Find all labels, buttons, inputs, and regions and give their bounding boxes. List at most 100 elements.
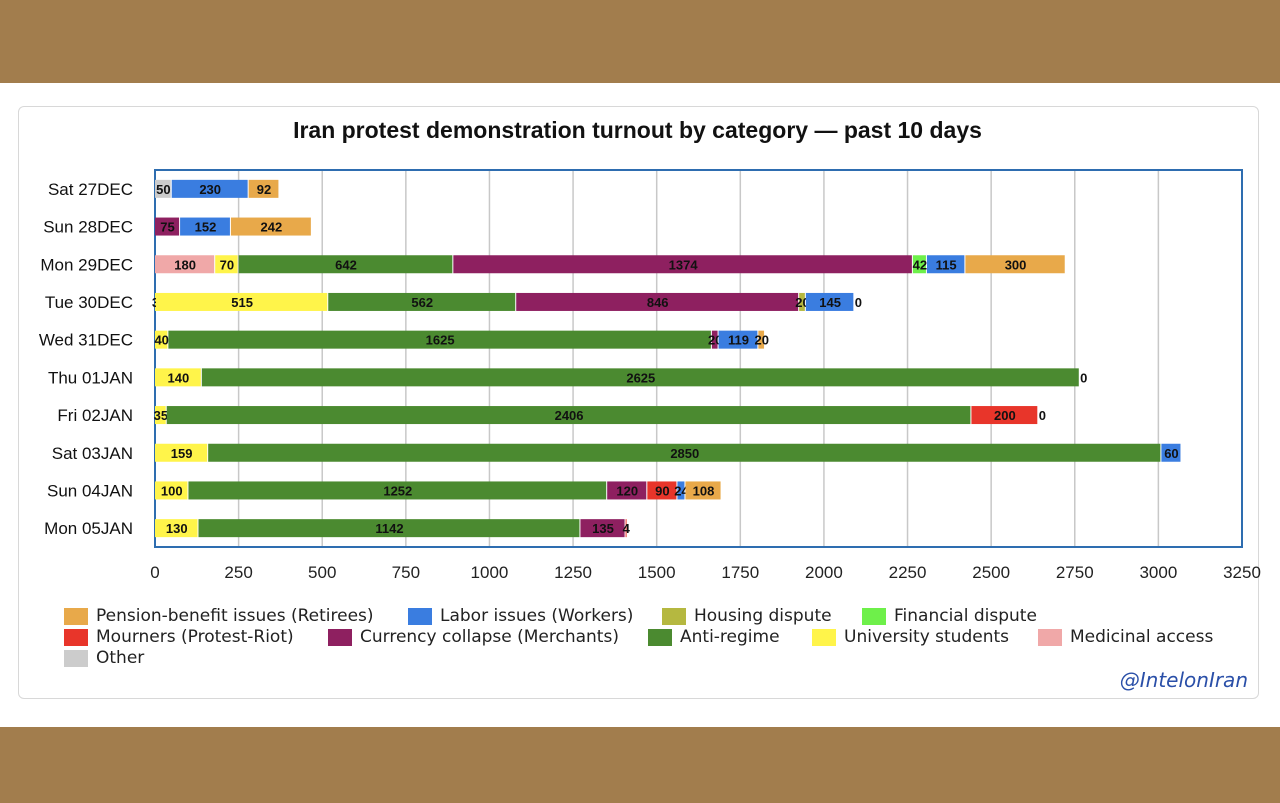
legend-label: Labor issues (Workers) xyxy=(440,606,634,626)
y-tick-label: Mon 05JAN xyxy=(44,519,133,538)
legend-label: University students xyxy=(844,627,1010,647)
data-label: 562 xyxy=(411,295,433,310)
x-tick-label: 250 xyxy=(224,563,252,582)
x-tick-label: 1250 xyxy=(554,563,592,582)
bar-segment xyxy=(328,292,516,311)
bar-segment xyxy=(208,443,1161,462)
x-tick-label: 1750 xyxy=(721,563,759,582)
data-label: 20 xyxy=(754,333,768,348)
bar-segment xyxy=(453,255,912,274)
legend-item: Financial dispute xyxy=(862,606,1037,626)
data-label: 108 xyxy=(693,483,715,498)
bar-segment xyxy=(718,330,758,349)
top-band xyxy=(0,0,1280,83)
data-label: 42 xyxy=(913,257,927,272)
data-label: 4 xyxy=(623,521,631,536)
data-label: 515 xyxy=(231,295,253,310)
data-label: 642 xyxy=(335,257,357,272)
legend-label: Medicinal access xyxy=(1070,627,1214,647)
x-tick-label: 3250 xyxy=(1223,563,1261,582)
bar-segment xyxy=(1161,443,1181,462)
y-tick-label: Tue 30DEC xyxy=(45,293,133,312)
bar-segment xyxy=(188,481,607,500)
legend-label: Mourners (Protest-Riot) xyxy=(96,627,294,647)
data-label: 180 xyxy=(174,257,196,272)
legend-swatch xyxy=(328,628,352,646)
bar-segment xyxy=(180,217,230,236)
data-label: 300 xyxy=(1005,257,1027,272)
data-label: 0 xyxy=(1039,408,1046,423)
data-label: 0 xyxy=(1080,370,1087,385)
x-tick-label: 2750 xyxy=(1056,563,1094,582)
data-label: 75 xyxy=(160,220,174,235)
bar-segment xyxy=(625,519,627,538)
y-tick-label: Mon 29DEC xyxy=(40,255,133,274)
bar-segment xyxy=(677,481,685,500)
bar-segment xyxy=(156,292,328,311)
y-tick-label: Thu 01JAN xyxy=(48,368,133,387)
legend-item: Medicinal access xyxy=(1038,627,1213,647)
y-tick-label: Wed 31DEC xyxy=(39,331,133,350)
bar-segment xyxy=(155,406,166,425)
legend-label: Housing dispute xyxy=(694,606,832,626)
bottom-band xyxy=(0,727,1280,803)
data-label: 90 xyxy=(655,483,669,498)
x-tick-label: 2250 xyxy=(889,563,927,582)
data-label: 35 xyxy=(154,408,168,423)
x-tick-label: 750 xyxy=(392,563,420,582)
data-label: 159 xyxy=(171,446,193,461)
x-tick-label: 2000 xyxy=(805,563,843,582)
legend-swatch xyxy=(812,628,836,646)
legend-label: Financial dispute xyxy=(894,606,1037,626)
data-label: 2406 xyxy=(555,408,584,423)
bar-segment xyxy=(230,217,311,236)
data-label: 115 xyxy=(936,257,957,272)
legend-item: Pension-benefit issues (Retirees) xyxy=(64,606,374,626)
data-label: 100 xyxy=(161,483,183,498)
bar-segment xyxy=(799,292,805,311)
legend-item: Housing dispute xyxy=(662,606,832,626)
bar-segment xyxy=(965,255,1065,274)
data-label: 200 xyxy=(994,408,1016,423)
bar-segment xyxy=(155,179,171,198)
x-tick-label: 2500 xyxy=(972,563,1010,582)
data-label: 92 xyxy=(257,182,271,197)
data-label: 152 xyxy=(195,220,217,235)
data-label: 3 xyxy=(152,295,159,310)
bar-segment xyxy=(168,330,711,349)
bar-segment xyxy=(201,368,1079,387)
bar-segment xyxy=(647,481,677,500)
x-tick-label: 0 xyxy=(150,563,159,582)
legend-item: Other xyxy=(64,648,144,668)
y-tick-label: Fri 02JAN xyxy=(57,406,133,425)
legend-swatch xyxy=(662,607,686,625)
data-label: 0 xyxy=(855,295,862,310)
legend-swatch xyxy=(648,628,672,646)
bar-segment xyxy=(758,330,765,349)
credit-label: @IntelonIran xyxy=(1119,668,1248,692)
bar-segment xyxy=(155,255,215,274)
data-label: 60 xyxy=(1164,446,1178,461)
data-label: 1252 xyxy=(383,483,412,498)
legend-item: Labor issues (Workers) xyxy=(408,606,633,626)
y-tick-label: Sun 28DEC xyxy=(43,218,133,237)
bar-segment xyxy=(516,292,799,311)
data-label: 2625 xyxy=(626,370,655,385)
bar-segment xyxy=(155,519,198,538)
bar-segment xyxy=(155,217,180,236)
bar-segment xyxy=(971,406,1038,425)
bar-segment xyxy=(580,519,625,538)
legend-swatch xyxy=(408,607,432,625)
bar-segment xyxy=(711,330,718,349)
data-label: 135 xyxy=(592,521,614,536)
legend-item: University students xyxy=(812,627,1009,647)
bar-segment xyxy=(155,443,208,462)
legend-label: Pension-benefit issues (Retirees) xyxy=(96,606,374,626)
data-label: 2850 xyxy=(670,446,699,461)
bar-segment xyxy=(607,481,647,500)
data-label: 1374 xyxy=(669,257,699,272)
chart-card xyxy=(18,106,1259,699)
data-label: 40 xyxy=(154,333,168,348)
data-label: 130 xyxy=(166,521,188,536)
